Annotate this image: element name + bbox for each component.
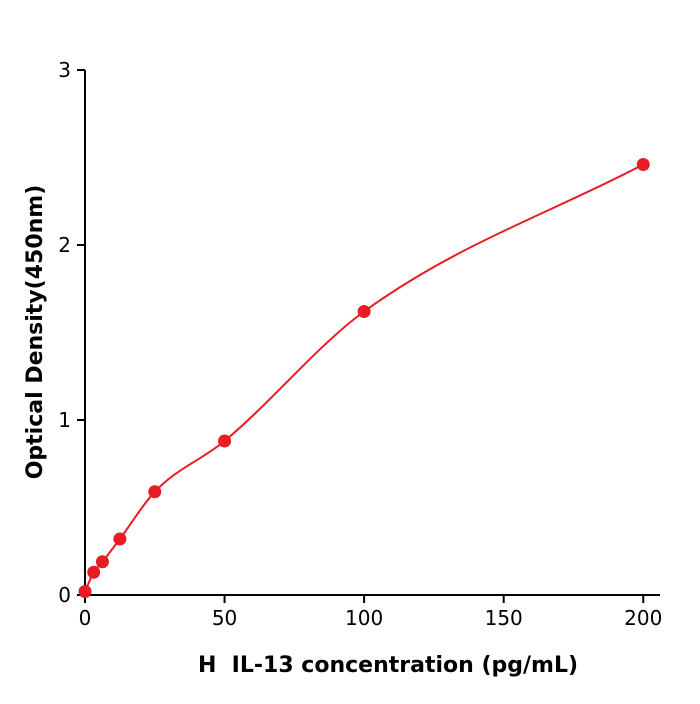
data-point	[95, 555, 109, 569]
x-tick-label: 150	[485, 606, 523, 630]
x-tick-label: 100	[345, 606, 383, 630]
y-axis-label: Optical Density(450nm)	[23, 185, 48, 480]
data-point	[148, 485, 162, 499]
x-tick-label: 0	[79, 606, 92, 630]
data-points	[78, 158, 650, 598]
data-point	[218, 434, 232, 448]
y-tick-label: 3	[58, 58, 71, 82]
y-tick-label: 2	[58, 233, 71, 257]
x-tick-label: 50	[212, 606, 237, 630]
y-tick-label: 1	[58, 408, 71, 432]
fit-curve-path	[84, 163, 644, 592]
x-axis-label: H IL-13 concentration (pg/mL)	[198, 653, 578, 678]
data-point	[636, 158, 650, 171]
axis-ticks: 0 50 100 150 200 0 1 2 3	[58, 58, 662, 630]
fit-curve	[84, 163, 644, 592]
data-point	[87, 565, 101, 579]
data-point	[78, 585, 92, 598]
axes	[84, 70, 660, 596]
data-point	[357, 305, 371, 318]
x-tick-label: 200	[624, 606, 662, 630]
y-tick-label: 0	[58, 583, 71, 607]
data-point	[113, 532, 127, 546]
